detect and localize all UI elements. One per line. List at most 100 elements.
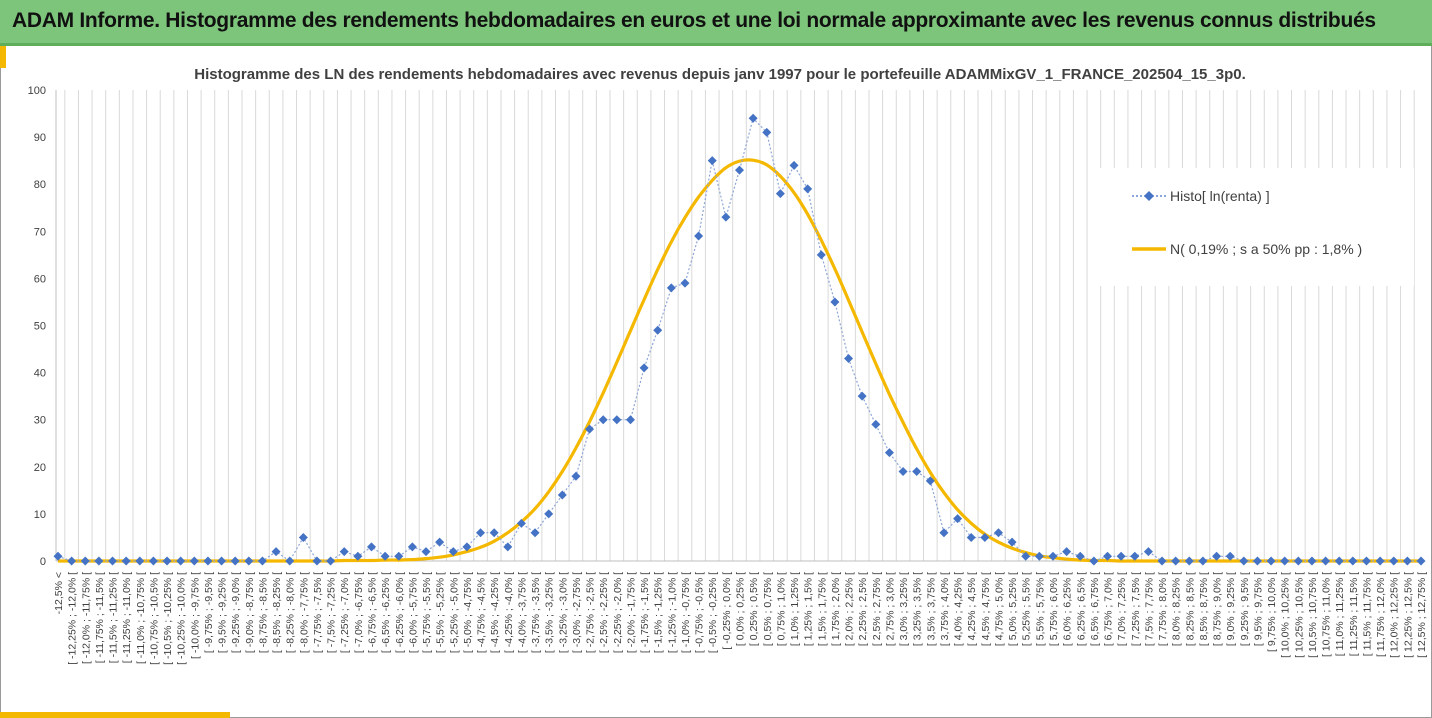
histogram-marker <box>884 448 894 458</box>
x-tick-label: [ -8,5% ; -8,25% [ <box>271 572 283 653</box>
histogram-series <box>53 113 1426 566</box>
histogram-marker <box>94 556 104 566</box>
header-banner: ADAM Informe. Histogramme des rendements… <box>0 0 1432 46</box>
x-tick-label: [ -2,75% ; -2,5% [ <box>585 572 597 653</box>
histogram-marker <box>680 278 690 288</box>
y-tick-label: 90 <box>34 132 46 144</box>
x-tick-label: [ -4,25% ; -4,0% [ <box>503 572 515 653</box>
histogram-marker <box>407 542 417 552</box>
histogram-marker <box>1062 547 1072 557</box>
x-tick-label: [ -3,75% ; -3,5% [ <box>530 572 542 653</box>
histogram-marker <box>1184 556 1194 566</box>
y-tick-label: 0 <box>40 556 46 568</box>
histogram-marker <box>1307 556 1317 566</box>
histogram-marker <box>775 189 785 199</box>
histogram-marker <box>189 556 199 566</box>
histogram-marker <box>516 518 526 528</box>
x-tick-label: [ 11,25% ; 11,5% [ <box>1348 572 1360 656</box>
x-tick-label: [ -11,75% ; -11,5% [ <box>94 572 106 663</box>
x-tick-label: [ -9,0% ; -8,75% [ <box>244 572 256 653</box>
accent-bar-top <box>0 46 6 68</box>
x-tick-label: [ 11,75% ; 12,0% [ <box>1375 572 1387 657</box>
histogram-marker <box>1375 556 1385 566</box>
histogram-marker <box>1157 556 1167 566</box>
histogram-marker <box>762 127 772 137</box>
histogram-marker <box>435 537 445 547</box>
x-tick-label: [ -6,0% ; -5,75% [ <box>407 572 419 653</box>
histogram-marker <box>1103 551 1113 561</box>
histogram-marker <box>1280 556 1290 566</box>
histogram-marker <box>871 419 881 429</box>
histogram-marker <box>80 556 90 566</box>
histogram-marker <box>707 156 717 166</box>
histogram-marker <box>257 556 267 566</box>
histogram-marker <box>1389 556 1399 566</box>
histogram-marker <box>1239 556 1249 566</box>
x-tick-label: [ 12,25% ; 12,5% [ <box>1402 572 1414 658</box>
histogram-marker <box>1021 551 1031 561</box>
histogram-marker <box>1130 551 1140 561</box>
x-tick-label: [ 3,75% ; 4,0% [ <box>939 572 951 646</box>
y-tick-label: 20 <box>34 462 46 474</box>
x-tick-label: [ -8,0% ; -7,75% [ <box>298 572 310 653</box>
x-tick-label: [ 5,25% ; 5,5% [ <box>1021 572 1033 646</box>
histogram-marker <box>1348 556 1358 566</box>
x-tick-label: [ 9,5% ; 9,75% [ <box>1252 572 1264 646</box>
x-tick-label: [ 0,0% ; 0,25% [ <box>735 572 747 646</box>
y-tick-label: 60 <box>34 273 46 285</box>
histogram-marker <box>271 547 281 557</box>
x-tick-label: [ -9,25% ; -9,0% [ <box>230 572 242 653</box>
x-tick-label: [ 2,5% ; 2,75% [ <box>871 572 883 646</box>
x-tick-label: [ -5,25% ; -5,0% [ <box>448 572 460 653</box>
histogram-marker <box>1402 556 1412 566</box>
x-tick-label: [ 10,75% ; 11,0% [ <box>1321 572 1333 657</box>
x-tick-label: [ 1,25% ; 1,5% [ <box>803 572 815 646</box>
x-tick-label: [ 6,5% ; 6,75% [ <box>1089 572 1101 646</box>
histogram-marker <box>1007 537 1017 547</box>
x-tick-label: [ 3,0% ; 3,25% [ <box>898 572 910 646</box>
x-tick-label: [ -1,5% ; -1,25% [ <box>653 572 665 653</box>
histogram-marker <box>1048 551 1058 561</box>
histogram-marker <box>571 471 581 481</box>
x-tick-label: [ 5,0% ; 5,25% [ <box>1007 572 1019 646</box>
x-tick-label: [ 4,0% ; 4,25% [ <box>953 572 965 646</box>
histogram-marker <box>530 528 540 538</box>
histogram-marker <box>326 556 336 566</box>
y-axis: 0 10 20 30 40 50 60 70 80 90 100 <box>28 85 57 568</box>
histogram-marker <box>1212 551 1222 561</box>
x-tick-label: [ 7,0% ; 7,25% [ <box>1116 572 1128 646</box>
histogram-marker <box>67 556 77 566</box>
histogram-marker <box>598 415 608 425</box>
x-tick-label: [ -2,5% ; -2,25% [ <box>598 572 610 653</box>
histogram-marker <box>857 391 867 401</box>
y-tick-label: 70 <box>34 226 46 238</box>
x-tick-label: [ -11,0% ; -10,75% [ <box>135 572 147 664</box>
histogram-marker <box>121 556 131 566</box>
histogram-marker <box>339 547 349 557</box>
y-tick-label: 100 <box>28 85 46 97</box>
histogram-marker <box>612 415 622 425</box>
histogram-marker <box>1334 556 1344 566</box>
histogram-marker <box>1075 551 1085 561</box>
x-tick-label: [ 1,0% ; 1,25% [ <box>789 572 801 646</box>
x-tick-label: [ -7,0% ; -6,75% [ <box>353 572 365 653</box>
histogram-marker <box>748 113 758 123</box>
x-tick-label: [ -6,5% ; -6,25% [ <box>380 572 392 653</box>
histogram-marker <box>366 542 376 552</box>
x-tick-label: [ -7,5% ; -7,25% [ <box>326 572 338 653</box>
x-tick-label: [ -11,5% ; -11,25% [ <box>108 572 120 663</box>
histogram-marker <box>544 509 554 519</box>
histogram-marker <box>639 363 649 373</box>
histogram-marker <box>462 542 472 552</box>
legend: Histo[ ln(renta) ] N( 0,19% ; s a 50% pp… <box>1096 168 1414 286</box>
x-tick-label: [ 7,5% ; 7,75% [ <box>1143 572 1155 646</box>
histogram-line <box>57 117 1421 562</box>
histogram-marker <box>53 551 63 561</box>
x-tick-label: [ -1,75% ; -1,5% [ <box>639 572 651 653</box>
x-tick-label: [ 8,75% ; 9,0% [ <box>1212 572 1224 646</box>
histogram-marker <box>789 160 799 170</box>
histogram-marker <box>312 556 322 566</box>
x-tick-label: [ 10,25% ; 10,5% [ <box>1293 572 1305 658</box>
x-tick-label: [ 2,75% ; 3,0% [ <box>884 572 896 646</box>
histogram-marker <box>1225 551 1235 561</box>
